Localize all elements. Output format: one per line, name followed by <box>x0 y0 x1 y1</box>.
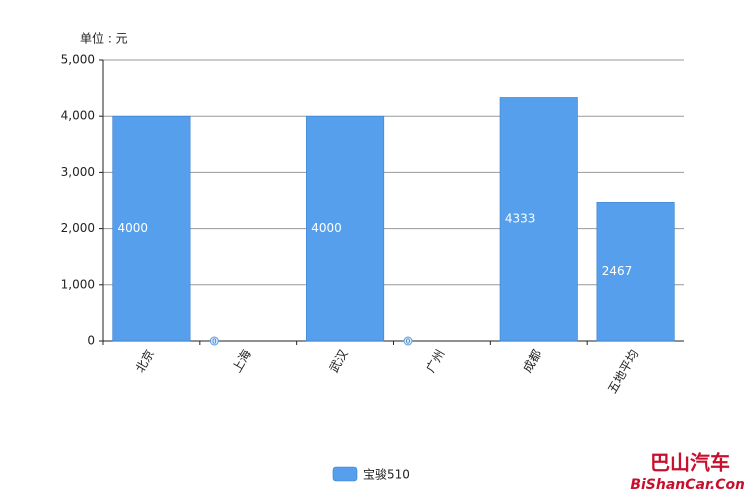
watermark-cn: 巴山汽车 <box>650 451 730 475</box>
x-tick-label: 武汉 <box>327 347 351 375</box>
bar <box>112 115 191 342</box>
x-tick-label: 成都 <box>520 347 544 375</box>
legend-swatch <box>332 466 358 482</box>
data-label: 4333 <box>505 212 536 226</box>
x-tick-label: 北京 <box>133 347 157 375</box>
data-label-bg <box>403 336 413 346</box>
data-label: 4000 <box>118 221 149 235</box>
y-tick-label: 0 <box>87 334 95 348</box>
x-tick-label: 广州 <box>423 347 447 375</box>
data-label: 4000 <box>311 221 342 235</box>
x-tick-label: 五地平均 <box>605 347 641 396</box>
y-tick-label: 2,000 <box>61 221 95 235</box>
y-tick-label: 5,000 <box>61 53 95 67</box>
data-label: 0 <box>406 338 410 346</box>
bar <box>596 202 675 342</box>
data-label-bg <box>209 336 219 346</box>
y-tick-label: 4,000 <box>61 109 95 123</box>
x-tick-label: 上海 <box>229 347 254 375</box>
data-label: 0 <box>212 338 216 346</box>
watermark-en: BiShanCar.Com <box>630 477 744 493</box>
y-tick-label: 3,000 <box>61 165 95 179</box>
data-label: 2467 <box>602 264 633 278</box>
unit-label: 单位 : 元 <box>80 31 128 46</box>
y-tick-label: 1,000 <box>61 277 95 291</box>
legend-label: 宝骏510 <box>363 468 410 482</box>
bar <box>499 97 578 342</box>
bar <box>306 115 385 342</box>
